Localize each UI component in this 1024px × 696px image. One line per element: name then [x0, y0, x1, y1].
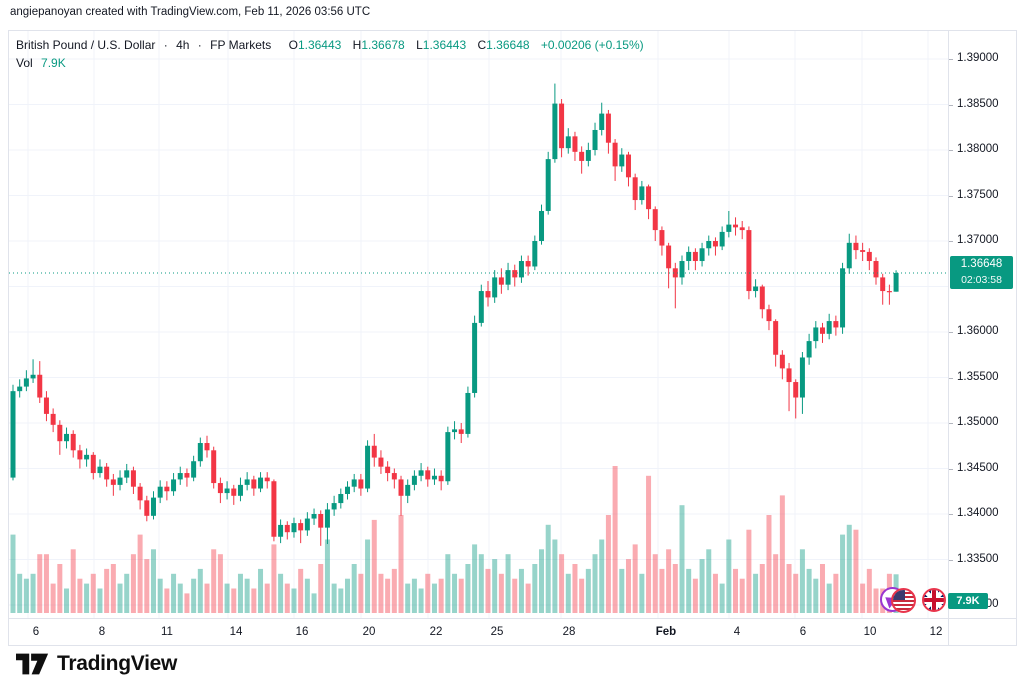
- time-axis[interactable]: 6 8 11 14 16 20 22 25 28 Feb 4 6 10 12: [9, 619, 948, 646]
- current-price-badge: 1.36648 02:03:58: [950, 256, 1013, 289]
- change-value: +0.00206 (+0.15%): [540, 38, 644, 52]
- time-tick-label: 22: [429, 626, 443, 638]
- time-tick-label: 11: [161, 626, 173, 638]
- price-axis[interactable]: 1.39000 1.38500 1.38000 1.37500 1.37000 1.360…: [949, 31, 1017, 618]
- price-tick-mark: [949, 423, 953, 424]
- time-tick-label: 6: [799, 626, 807, 638]
- open-label: O: [288, 38, 298, 52]
- time-tick-label: 28: [562, 626, 576, 638]
- open-value: 1.36443: [297, 38, 342, 52]
- price-tick-label: 1.37000: [957, 234, 999, 246]
- price-tick-label: 1.33500: [957, 552, 999, 565]
- us-flag-canton: [893, 590, 905, 600]
- attribution-text: angiepanoyan created with TradingView.co…: [10, 6, 371, 18]
- time-tick-label: Feb: [655, 626, 677, 638]
- time-tick-label: 12: [929, 626, 943, 638]
- price-tick-mark: [949, 514, 953, 515]
- symbol-title[interactable]: British Pound / U.S. Dollar: [16, 38, 156, 52]
- low-label: L: [416, 38, 423, 52]
- price-tick-label: 1.37500: [957, 188, 999, 201]
- price-tick-label: 1.34500: [957, 461, 999, 474]
- close-label: C: [477, 38, 487, 52]
- price-tick-mark: [949, 59, 953, 60]
- price-tick-mark: [949, 104, 953, 106]
- time-tick-label: 14: [229, 626, 243, 638]
- price-tick-mark: [949, 377, 953, 379]
- price-tick-mark: [949, 559, 953, 561]
- price-tick-label: 1.39000: [957, 52, 999, 64]
- price-tick-mark: [949, 195, 953, 197]
- price-tick-label: 1.38000: [957, 143, 999, 155]
- chart-widget: British Pound / U.S. Dollar · 4h · FP Ma…: [8, 30, 1017, 646]
- separator-dot: ·: [197, 38, 202, 52]
- price-tick-label: 1.36000: [957, 325, 999, 337]
- time-tick-label: 4: [733, 626, 741, 638]
- price-tick-mark: [949, 241, 953, 242]
- time-tick-label: 10: [863, 626, 877, 638]
- close-value: 1.36648: [486, 38, 530, 52]
- volume-badge: 7.9K: [948, 593, 988, 609]
- time-tick-label: 25: [490, 626, 504, 638]
- time-axis-separator: [9, 618, 1016, 619]
- countdown-timer: 02:03:58: [961, 274, 1002, 286]
- tradingview-brand-text: TradingView: [57, 652, 178, 675]
- tradingview-footer[interactable]: TradingView: [16, 652, 177, 676]
- interval-label[interactable]: 4h: [176, 38, 190, 52]
- current-price-value: 1.36648: [960, 258, 1003, 270]
- price-tick-label: 1.35000: [957, 416, 999, 428]
- price-chart-canvas[interactable]: [9, 31, 948, 618]
- high-label: H: [352, 38, 362, 52]
- us-flag-event-icon[interactable]: [891, 588, 916, 613]
- time-tick-label: 6: [32, 626, 40, 638]
- price-axis-separator: [948, 31, 949, 645]
- low-value: 1.36443: [422, 38, 467, 52]
- uk-flag-event-icon[interactable]: [922, 588, 946, 612]
- price-tick-mark: [949, 468, 953, 470]
- price-tick-label: 1.35500: [957, 370, 999, 383]
- volume-value: 7.9K: [41, 56, 66, 70]
- separator-dot: ·: [163, 38, 168, 52]
- price-tick-label: 1.38500: [957, 97, 999, 110]
- price-tick-mark: [949, 150, 953, 151]
- symbol-legend: British Pound / U.S. Dollar · 4h · FP Ma…: [16, 37, 644, 71]
- time-tick-label: 16: [295, 626, 309, 638]
- volume-label: Vol: [16, 56, 33, 70]
- price-tick-mark: [949, 332, 953, 333]
- exchange-label[interactable]: FP Markets: [210, 38, 272, 52]
- time-tick-label: 8: [98, 626, 106, 638]
- time-tick-label: 20: [362, 626, 376, 638]
- tradingview-logo: [16, 653, 49, 675]
- high-value: 1.36678: [361, 38, 405, 52]
- price-tick-label: 1.34000: [957, 507, 999, 519]
